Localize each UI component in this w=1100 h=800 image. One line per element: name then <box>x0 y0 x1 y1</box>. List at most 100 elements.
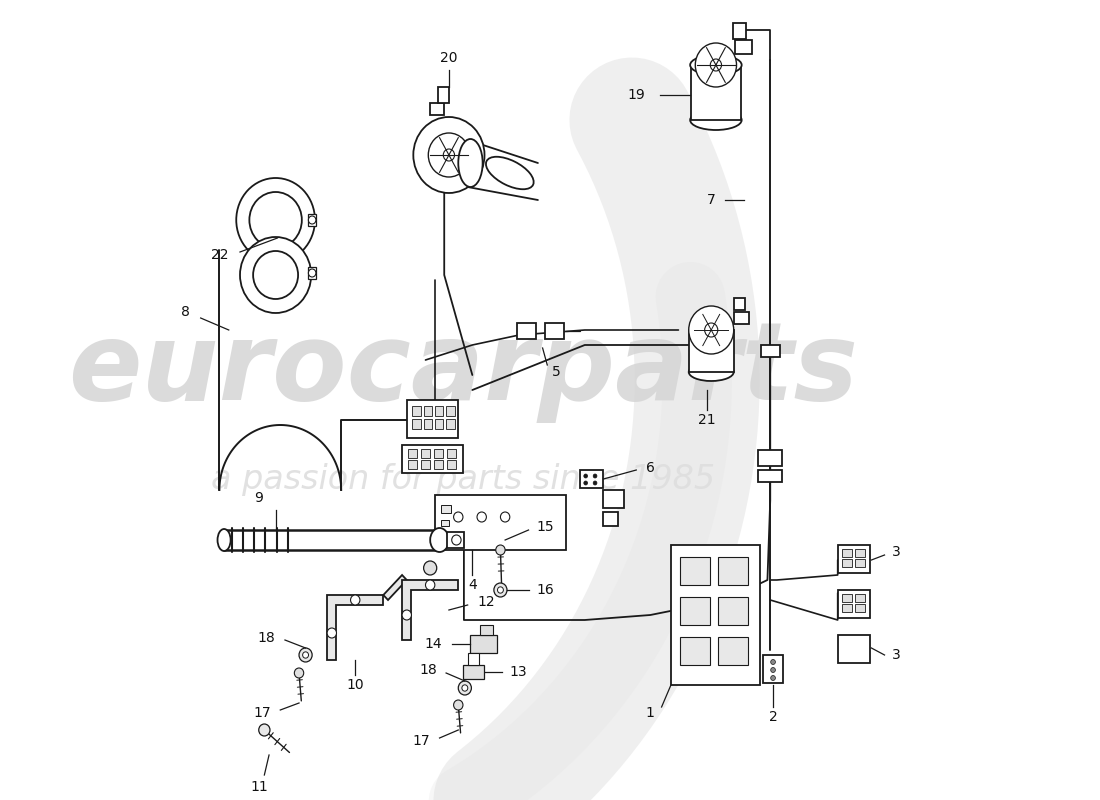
Text: 9: 9 <box>254 491 263 505</box>
Circle shape <box>443 149 454 161</box>
Ellipse shape <box>689 363 734 381</box>
Bar <box>671 545 760 685</box>
Text: 3: 3 <box>892 545 901 559</box>
Circle shape <box>496 545 505 555</box>
Bar <box>433 449 443 458</box>
Bar <box>308 267 316 279</box>
Bar <box>843 604 851 612</box>
Circle shape <box>308 269 316 277</box>
Ellipse shape <box>430 528 449 552</box>
Bar <box>843 559 851 567</box>
Bar <box>546 323 564 339</box>
Text: 19: 19 <box>628 88 646 102</box>
Bar <box>580 470 603 488</box>
Circle shape <box>308 216 316 224</box>
Circle shape <box>327 628 337 638</box>
Bar <box>718 637 748 665</box>
Bar <box>434 419 443 429</box>
Circle shape <box>424 561 437 575</box>
Text: 13: 13 <box>509 665 527 679</box>
Bar <box>517 323 536 339</box>
Bar <box>758 450 782 466</box>
Bar <box>438 87 449 103</box>
Circle shape <box>771 659 775 665</box>
Bar <box>408 449 417 458</box>
Circle shape <box>462 685 468 691</box>
Circle shape <box>705 323 718 337</box>
Text: 8: 8 <box>180 305 189 319</box>
Polygon shape <box>403 580 459 640</box>
Circle shape <box>299 648 312 662</box>
Bar <box>843 549 851 557</box>
Text: 10: 10 <box>346 678 364 692</box>
Text: 18: 18 <box>257 631 276 645</box>
Circle shape <box>593 474 597 478</box>
Text: 15: 15 <box>536 520 553 534</box>
Bar <box>447 532 464 548</box>
Bar <box>762 655 783 683</box>
Circle shape <box>452 535 461 545</box>
Bar <box>856 604 865 612</box>
Circle shape <box>302 652 308 658</box>
Circle shape <box>494 583 507 597</box>
Circle shape <box>584 481 587 485</box>
Bar <box>843 594 851 602</box>
Bar <box>407 400 459 438</box>
Bar <box>838 545 870 573</box>
Circle shape <box>250 192 301 248</box>
Circle shape <box>695 43 737 87</box>
Bar <box>856 549 865 557</box>
Bar <box>463 665 484 679</box>
Text: eurocarparts: eurocarparts <box>68 317 858 423</box>
Polygon shape <box>327 595 383 660</box>
Bar <box>758 470 782 482</box>
Bar <box>424 406 432 416</box>
Circle shape <box>459 681 472 695</box>
Text: 4: 4 <box>468 578 476 592</box>
Bar <box>604 512 618 526</box>
Circle shape <box>771 675 775 681</box>
Text: 6: 6 <box>646 461 654 475</box>
Bar <box>408 460 417 469</box>
Text: a passion for parts since 1985: a passion for parts since 1985 <box>211 463 715 497</box>
Bar <box>604 490 624 508</box>
Bar <box>733 23 746 39</box>
Circle shape <box>497 587 504 593</box>
Text: 3: 3 <box>892 648 901 662</box>
Circle shape <box>711 59 722 71</box>
Circle shape <box>593 481 597 485</box>
Circle shape <box>453 700 463 710</box>
Bar <box>691 65 741 120</box>
Circle shape <box>453 512 463 522</box>
Bar <box>421 460 430 469</box>
Polygon shape <box>383 575 407 600</box>
Bar <box>308 214 316 226</box>
Bar <box>447 449 456 458</box>
Bar <box>421 449 430 458</box>
Bar <box>734 312 749 324</box>
Circle shape <box>584 474 587 478</box>
Bar <box>734 298 745 310</box>
Text: 17: 17 <box>412 734 430 748</box>
Bar <box>430 103 444 115</box>
Text: 17: 17 <box>253 706 271 720</box>
Bar <box>680 637 711 665</box>
Text: 14: 14 <box>425 637 442 651</box>
Text: 18: 18 <box>419 663 437 677</box>
Circle shape <box>428 133 470 177</box>
Bar <box>433 460 443 469</box>
Bar <box>838 635 870 663</box>
Bar <box>447 406 454 416</box>
Bar <box>680 597 711 625</box>
Bar <box>838 590 870 618</box>
Bar <box>434 495 566 550</box>
Circle shape <box>689 306 734 354</box>
Bar <box>412 406 421 416</box>
Bar <box>761 345 780 357</box>
Bar <box>856 559 865 567</box>
Ellipse shape <box>459 139 483 187</box>
Circle shape <box>477 512 486 522</box>
Bar <box>434 406 443 416</box>
Circle shape <box>253 251 298 299</box>
Bar <box>718 597 748 625</box>
